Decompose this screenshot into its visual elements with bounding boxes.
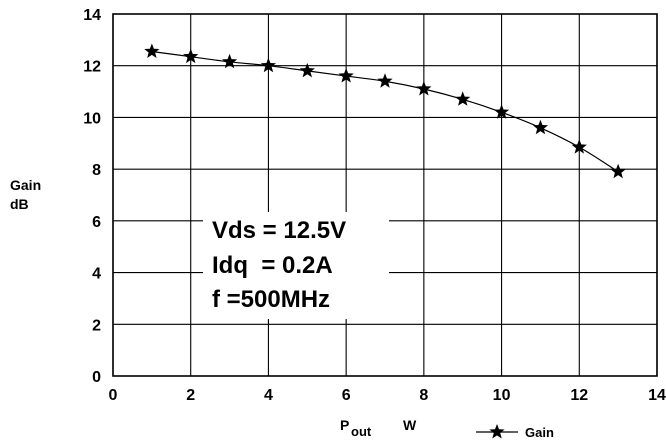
y-tick-label-4: 8 xyxy=(92,162,101,179)
data-point-7 xyxy=(416,80,432,96)
x-axis-label-unit: W xyxy=(403,417,417,433)
x-tick-label-2: 4 xyxy=(264,387,273,404)
y-tick-label-3: 6 xyxy=(92,214,101,231)
y-tick-label-5: 10 xyxy=(83,110,101,127)
y-tick-label-6: 12 xyxy=(83,59,101,76)
x-axis-label-main: P xyxy=(340,417,349,433)
y-tick-label-0: 0 xyxy=(92,369,101,386)
y-axis-label-line1: Gain xyxy=(10,177,41,193)
annotation-box xyxy=(203,212,389,319)
data-point-6 xyxy=(377,73,393,88)
data-point-12 xyxy=(610,163,626,179)
x-tick-label-6: 12 xyxy=(570,387,588,404)
series-gain xyxy=(144,43,626,179)
grid xyxy=(112,13,658,377)
series-line-0 xyxy=(151,50,619,173)
data-point-4 xyxy=(299,62,315,78)
data-point-2 xyxy=(221,53,238,69)
data-point-9 xyxy=(493,104,510,119)
x-axis-label-subscript: out xyxy=(351,424,372,439)
data-point-3 xyxy=(260,57,277,73)
legend-label-gain: Gain xyxy=(525,425,554,440)
legend: Gain xyxy=(476,424,554,440)
data-point-8 xyxy=(455,91,471,106)
data-point-10 xyxy=(532,119,549,135)
data-point-1 xyxy=(183,48,199,64)
x-tick-label-0: 0 xyxy=(109,387,118,404)
tick-labels: 0 2 4 6 8 10 12 14 0 2 4 6 8 10 12 14 xyxy=(83,7,666,404)
plot-frame xyxy=(112,13,658,377)
y-tick-label-7: 14 xyxy=(83,7,101,24)
data-point-5 xyxy=(338,68,354,83)
data-point-11 xyxy=(571,139,587,154)
x-tick-label-5: 10 xyxy=(493,387,511,404)
y-tick-label-1: 2 xyxy=(92,317,101,334)
x-tick-label-1: 2 xyxy=(186,387,195,404)
x-tick-label-7: 14 xyxy=(648,387,666,404)
y-tick-label-2: 4 xyxy=(92,266,101,283)
data-point-0 xyxy=(144,43,160,58)
annotation-vds: Vds = 12.5V xyxy=(212,217,346,244)
y-axis-label-line2: dB xyxy=(10,196,29,212)
x-axis-label: P out W xyxy=(340,417,417,439)
annotation-idq: Idq = 0.2A xyxy=(212,252,333,279)
x-tick-label-3: 6 xyxy=(342,387,351,404)
x-tick-label-4: 8 xyxy=(419,387,428,404)
legend-star-icon xyxy=(489,424,505,439)
annotation-freq: f =500MHz xyxy=(212,286,330,313)
